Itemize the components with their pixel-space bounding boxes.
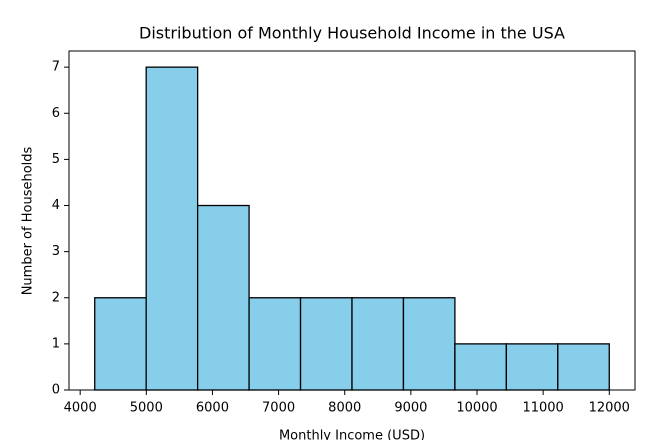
bar <box>351 297 405 391</box>
x-tick-label: 11000 <box>522 401 563 416</box>
x-tick-label: 7000 <box>262 401 295 416</box>
bar <box>402 297 456 391</box>
y-tick-label: 5 <box>52 152 60 167</box>
bar <box>505 343 559 391</box>
x-tick-label: 8000 <box>328 401 361 416</box>
x-tick-label: 9000 <box>394 401 427 416</box>
x-tick-label: 4000 <box>64 401 97 416</box>
bar <box>248 297 302 391</box>
y-tick-label: 0 <box>52 383 60 398</box>
bar <box>94 297 147 391</box>
y-tick-label: 2 <box>52 290 60 305</box>
bar <box>454 343 508 391</box>
y-tick-label: 4 <box>52 198 60 213</box>
y-axis-label: Number of Households <box>21 146 36 295</box>
y-tick-label: 6 <box>52 106 60 121</box>
y-tick-label: 3 <box>52 244 60 259</box>
bar <box>299 297 353 391</box>
x-axis-label: Monthly Income (USD) <box>279 429 425 440</box>
bar <box>557 343 610 391</box>
bar <box>196 204 250 391</box>
bar <box>145 66 199 391</box>
x-tick-label: 12000 <box>589 401 630 416</box>
x-tick-label: 10000 <box>456 401 497 416</box>
axes-frame <box>68 50 636 391</box>
x-tick-label: 5000 <box>130 401 163 416</box>
x-tick-label: 6000 <box>196 401 229 416</box>
y-tick-label: 1 <box>52 336 60 351</box>
y-tick-label: 7 <box>52 60 60 75</box>
chart-title: Distribution of Monthly Household Income… <box>139 24 565 43</box>
